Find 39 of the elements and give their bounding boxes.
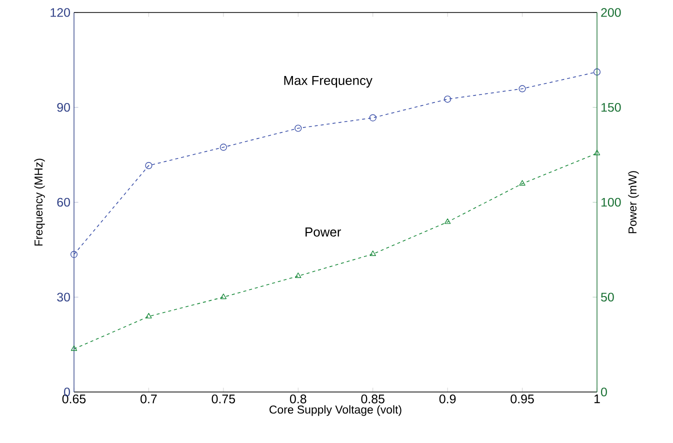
- y-tick-label: 30: [57, 292, 70, 302]
- y2-tick-label: 50: [601, 292, 614, 302]
- y2-tick-label: 150: [601, 102, 621, 112]
- point: [444, 218, 451, 224]
- point: [594, 150, 600, 156]
- point: [295, 272, 302, 278]
- y-tick-label: 120: [50, 8, 70, 17]
- x-tick-label: 0.85: [361, 394, 384, 404]
- point: [444, 96, 452, 103]
- point: [593, 68, 601, 76]
- x-tick-label: 0.8: [290, 394, 306, 404]
- y2-axis-title: Power (mW): [628, 171, 639, 234]
- point: [70, 250, 78, 258]
- point: [220, 294, 227, 300]
- x-axis-title: Core Supply Voltage (volt): [270, 405, 402, 416]
- point: [519, 180, 526, 186]
- x-tick-label: 0.9: [439, 394, 456, 404]
- point: [369, 114, 376, 122]
- point: [370, 250, 376, 256]
- point: [220, 144, 227, 151]
- y-tick-label: 0: [64, 388, 70, 396]
- y2-tick-label: 0: [601, 388, 607, 396]
- y-axis-title: Frequency (MHz): [34, 158, 45, 246]
- x-tick-label: 1: [594, 394, 600, 404]
- x-tick-label: 0.95: [510, 394, 534, 404]
- y-tick-label: 60: [57, 198, 70, 207]
- x-tick-label: 0.7: [140, 394, 157, 404]
- y-tick-label: 90: [57, 102, 70, 112]
- x-tick-label: 0.65: [62, 394, 86, 404]
- point: [145, 162, 152, 170]
- y2-tick-label: 200: [601, 8, 621, 17]
- series-label: Power: [306, 228, 341, 237]
- point: [70, 345, 78, 351]
- point: [294, 124, 302, 132]
- y2-tick-label: 100: [601, 198, 621, 207]
- text: Max Frequency: [284, 76, 372, 88]
- point: [146, 312, 152, 318]
- point: [518, 85, 526, 92]
- x-tick-label: 0.75: [212, 394, 236, 404]
